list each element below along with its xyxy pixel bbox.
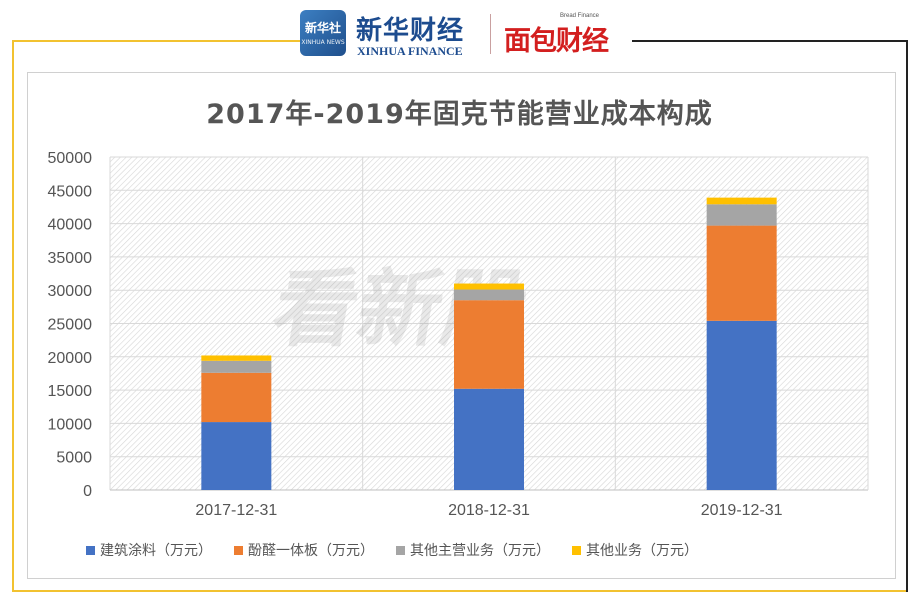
xinhua-badge-cn: 新华社 [304, 21, 341, 35]
legend-label: 建筑涂料（万元） [100, 543, 212, 559]
legend-swatch [86, 545, 95, 555]
bar-segment [454, 300, 524, 389]
y-tick-label: 0 [83, 483, 92, 500]
legend-label: 其他业务（万元） [586, 543, 698, 559]
y-tick-label: 5000 [56, 450, 92, 467]
legend-label: 其他主营业务（万元） [410, 543, 550, 559]
y-tick-label: 15000 [48, 383, 93, 400]
xinhua-finance-logo-cn: 新华财经 [356, 16, 465, 46]
legend-item: 建筑涂料（万元） [86, 540, 212, 560]
y-tick-label: 20000 [48, 350, 93, 367]
y-tick-label: 40000 [48, 217, 93, 234]
y-tick-label: 45000 [48, 183, 93, 200]
bar-segment [201, 422, 272, 490]
legend-swatch [396, 545, 405, 555]
chart-title: 2017年-2019年固克节能营业成本构成 [206, 99, 713, 130]
legend-swatch [234, 545, 243, 555]
bar-segment [454, 289, 524, 301]
xinhua-badge-en: XINHUA NEWS [301, 39, 345, 46]
y-tick-label: 35000 [48, 250, 93, 267]
bar-segment [201, 355, 272, 361]
x-tick-label: 2018-12-31 [448, 502, 530, 519]
legend-item: 酚醛一体板（万元） [234, 540, 374, 560]
logo-divider [490, 14, 491, 54]
legend-item: 其他主营业务（万元） [396, 540, 550, 560]
frame-top-line-right [632, 40, 908, 42]
bar-segment [201, 360, 272, 373]
frame-left-line [12, 40, 14, 590]
legend-item: 其他业务（万元） [572, 540, 698, 560]
y-tick-label: 25000 [48, 317, 93, 334]
bar-segment [201, 372, 272, 423]
frame-top-line-left [12, 40, 300, 42]
frame-right-line [906, 40, 908, 592]
x-tick-label: 2019-12-31 [701, 502, 783, 519]
xinhua-news-logo: 新华社 XINHUA NEWS [300, 10, 346, 56]
legend-swatch [572, 545, 581, 555]
xinhua-finance-logo-en: XINHUA FINANCE [357, 44, 463, 58]
x-tick-label: 2017-12-31 [195, 502, 277, 519]
y-tick-label: 30000 [48, 283, 93, 300]
y-tick-label: 10000 [48, 416, 93, 433]
bread-finance-logo-cn: 面包财经 [504, 26, 609, 57]
bar-segment [706, 204, 777, 226]
chart-legend: 建筑涂料（万元） 酚醛一体板（万元） 其他主营业务（万元） 其他业务（万元） [86, 540, 720, 560]
bread-finance-logo-en: Bread Finance [560, 13, 600, 19]
bar-segment [454, 388, 524, 490]
bar-segment [706, 225, 777, 321]
bar-segment [706, 197, 777, 205]
legend-label: 酚醛一体板（万元） [248, 543, 374, 559]
bar-segment [454, 283, 524, 290]
bar-segment [706, 320, 777, 490]
frame-bottom-line [12, 590, 908, 592]
y-tick-label: 50000 [48, 150, 93, 167]
